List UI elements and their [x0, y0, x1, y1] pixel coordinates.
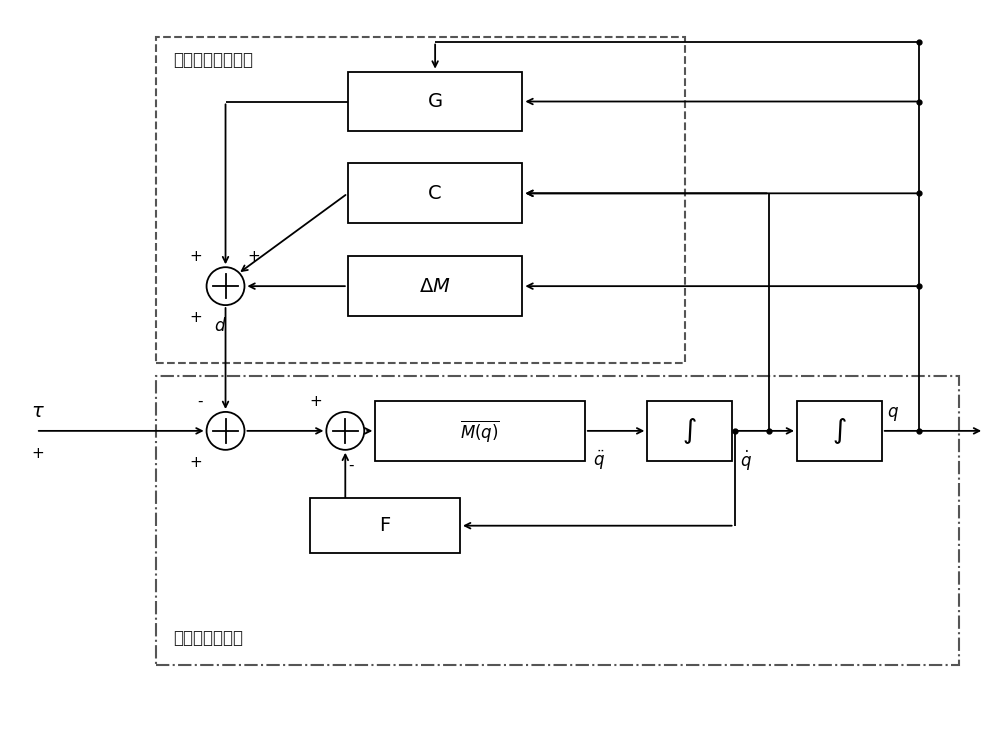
Text: $q$: $q$ — [887, 405, 899, 423]
Text: -: - — [197, 394, 203, 409]
Text: 非线性耦合子系统: 非线性耦合子系统 — [174, 50, 254, 69]
Bar — [156, 37, 685, 363]
Text: +: + — [31, 446, 44, 461]
Text: +: + — [190, 249, 203, 264]
Bar — [797, 401, 882, 461]
Bar — [156, 376, 959, 665]
Text: +: + — [190, 455, 203, 470]
Text: $\int$: $\int$ — [682, 416, 697, 446]
Bar — [310, 499, 460, 553]
Text: $\ddot{q}$: $\ddot{q}$ — [593, 449, 605, 472]
Bar — [348, 72, 522, 132]
Text: F: F — [380, 516, 391, 535]
Circle shape — [207, 412, 244, 450]
Text: $\tau$: $\tau$ — [31, 402, 45, 421]
Text: G: G — [428, 92, 443, 111]
Bar — [348, 164, 522, 223]
Circle shape — [326, 412, 364, 450]
Text: $\int$: $\int$ — [832, 416, 847, 446]
Text: 线性解耦子系统: 线性解耦子系统 — [174, 629, 244, 648]
Bar — [647, 401, 732, 461]
Text: -: - — [348, 458, 354, 473]
Text: $\overline{M(q)}$: $\overline{M(q)}$ — [460, 418, 500, 444]
Text: C: C — [428, 183, 442, 202]
Text: +: + — [190, 310, 203, 325]
Circle shape — [207, 268, 244, 305]
Text: $\Delta M$: $\Delta M$ — [419, 276, 451, 295]
Text: $d$: $d$ — [214, 317, 227, 335]
Text: $\dot{q}$: $\dot{q}$ — [740, 449, 752, 473]
Bar — [348, 256, 522, 316]
Text: +: + — [247, 249, 260, 264]
Text: +: + — [310, 394, 322, 409]
Bar — [375, 401, 585, 461]
